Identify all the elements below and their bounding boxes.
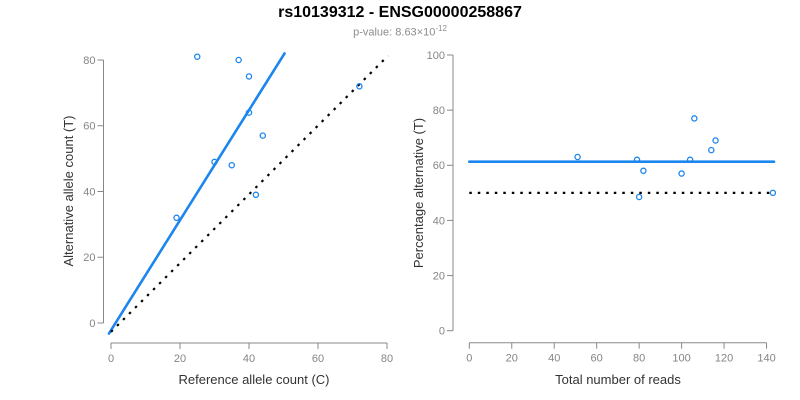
x-tick-label: 80 <box>633 353 645 365</box>
regression-line <box>107 52 286 335</box>
plot-subtitle: p-value: 8.63×10-12 <box>0 24 800 39</box>
data-point <box>252 191 260 199</box>
y-axis-title: Alternative allele count (T) <box>61 115 76 266</box>
x-tick-label: 60 <box>312 353 324 365</box>
y-axis-title: Percentage alternative (T) <box>411 118 426 268</box>
data-point <box>193 53 201 60</box>
x-tick-label: 100 <box>672 353 690 365</box>
x-tick-label: 40 <box>548 353 560 365</box>
data-point <box>259 132 267 139</box>
x-tick-label: 20 <box>506 353 518 365</box>
x-tick-label: 80 <box>381 353 393 365</box>
x-tick-label: 40 <box>243 353 255 365</box>
x-tick-label: 140 <box>757 353 775 365</box>
data-point <box>245 109 253 116</box>
x-tick-label: 20 <box>174 353 186 365</box>
data-point <box>228 161 235 169</box>
x-axis-title: Reference allele count (C) <box>178 372 329 387</box>
data-point <box>708 146 715 154</box>
data-point <box>211 158 218 166</box>
identity-line <box>110 54 389 333</box>
y-tick-label: 80 <box>433 105 445 117</box>
data-point <box>574 153 581 161</box>
y-tick-label: 40 <box>83 186 95 198</box>
x-tick-label: 0 <box>108 353 114 365</box>
data-point <box>245 73 253 80</box>
y-tick-label: 80 <box>83 55 95 67</box>
y-tick-label: 100 <box>427 50 445 62</box>
y-tick-label: 20 <box>83 252 95 264</box>
data-point <box>356 83 363 90</box>
data-point <box>173 214 180 222</box>
pvalue-exponent: -12 <box>435 24 447 33</box>
left-plot: 0 20 40 60 80 0 20 40 60 80 Reference allele count… <box>61 52 393 387</box>
x-tick-label: 0 <box>466 353 472 365</box>
data-point <box>633 156 641 164</box>
x-tick-label: 120 <box>715 353 733 365</box>
data-point <box>640 167 647 175</box>
y-tick-label: 0 <box>89 318 95 330</box>
y-tick-label: 60 <box>433 160 445 172</box>
y-tick-label: 20 <box>433 270 445 282</box>
data-point <box>712 137 719 144</box>
x-axis-title: Total number of reads <box>555 372 681 387</box>
y-tick-label: 0 <box>439 326 445 338</box>
pvalue-text: p-value: 8.63×10 <box>353 26 436 39</box>
x-tick-label: 60 <box>591 353 603 365</box>
plot-title: rs10139312 - ENSG00000258867 <box>278 4 522 21</box>
data-point <box>769 189 777 197</box>
data-point <box>686 156 694 164</box>
data-point <box>235 56 242 64</box>
y-tick-label: 40 <box>433 215 445 227</box>
data-point <box>691 115 698 122</box>
data-point <box>635 193 643 201</box>
y-tick-label: 60 <box>83 121 95 133</box>
data-point <box>678 170 685 177</box>
right-plot: 0 20 40 60 80 100 0 20 40 60 80 100 120 140 Total numb… <box>411 50 777 387</box>
